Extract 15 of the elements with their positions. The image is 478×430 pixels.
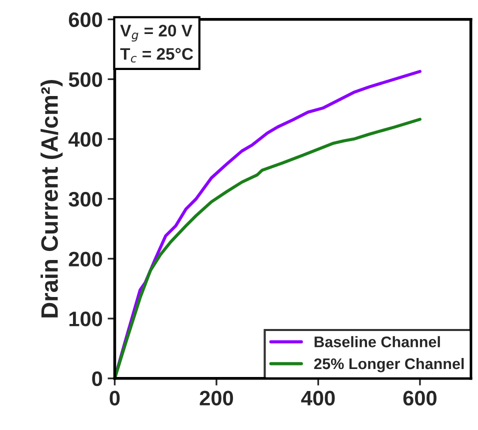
y-tick-label: 600 <box>68 12 102 28</box>
x-tick-label: 600 <box>403 390 436 406</box>
y-tick-label: 400 <box>68 132 102 147</box>
y-tick-label: 500 <box>68 72 102 87</box>
x-tick-label: 200 <box>200 390 233 406</box>
y-axis-title: Drain Current (A/cm²) <box>40 80 63 318</box>
y-tick-label: 300 <box>68 192 102 207</box>
y-tick-label: 200 <box>68 252 102 266</box>
legend-label: 25% Longer Channel <box>314 358 464 372</box>
legend-label: Baseline Channel <box>314 336 440 348</box>
x-tick-label: 400 <box>301 390 335 406</box>
x-tick-label: 0 <box>110 390 120 406</box>
y-tick-label: 100 <box>69 312 102 326</box>
y-tick-label: 0 <box>92 371 102 386</box>
annotation: V$_{g}$ = 20 V T$_{c}$ = 25°C <box>120 24 194 63</box>
